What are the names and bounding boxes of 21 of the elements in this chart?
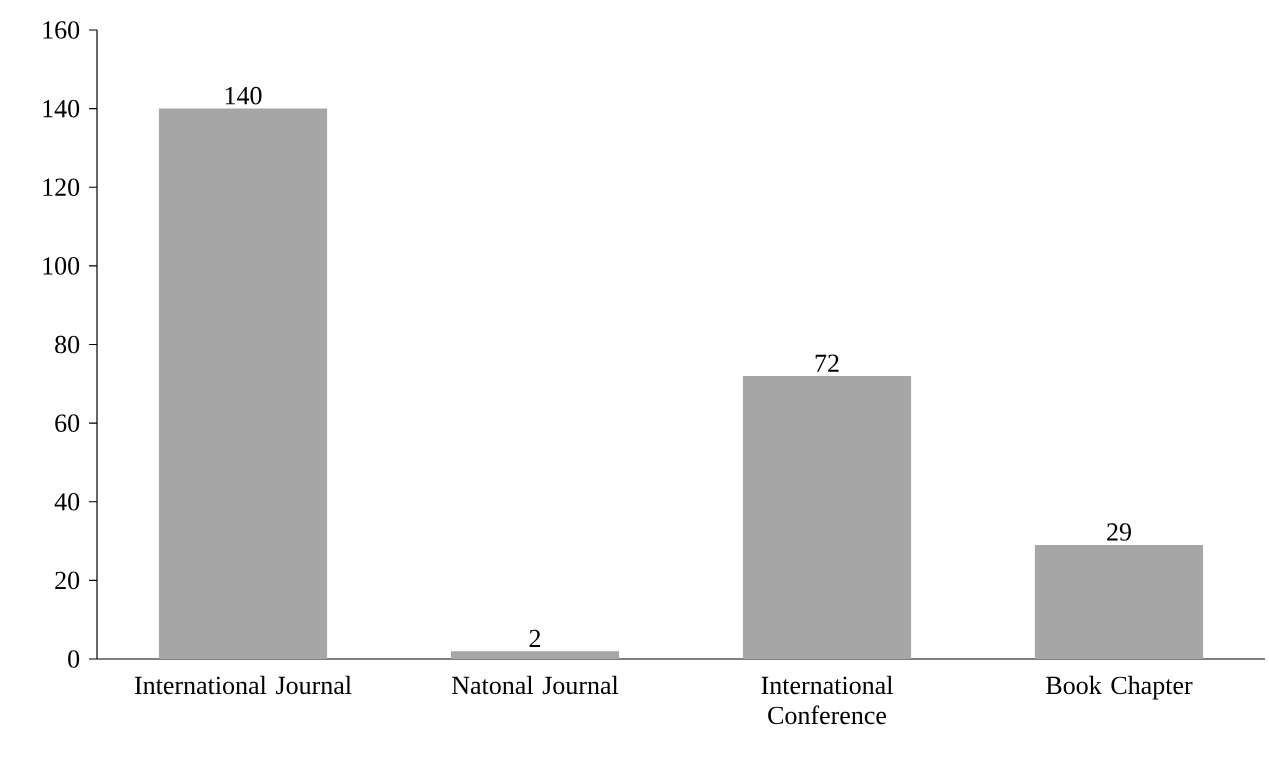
data-label: 2 (529, 629, 541, 647)
data-label: 29 (1107, 523, 1131, 541)
y-tick-label: 140 (43, 99, 80, 118)
y-tick-label: 60 (55, 414, 80, 432)
bar (158, 108, 328, 659)
y-tick-label: 20 (55, 571, 80, 590)
x-tick-label: Natonal Journal (451, 675, 619, 695)
x-tick-label: Book Chapter (1046, 675, 1193, 700)
x-tick-label: International Journal (134, 675, 352, 695)
y-tick-label: 120 (43, 178, 80, 197)
y-tick-label: 40 (54, 492, 80, 511)
y-tick-label: 80 (55, 335, 80, 354)
data-label: 140 (225, 86, 262, 105)
bar (450, 651, 620, 659)
data-label: 72 (815, 354, 839, 372)
bar (742, 375, 912, 659)
y-tick-label: 0 (68, 650, 80, 668)
x-tick-label: International Conference (761, 675, 893, 725)
y-tick-label: 160 (43, 21, 80, 39)
y-tick-label: 100 (43, 257, 80, 275)
bar (1034, 544, 1204, 659)
